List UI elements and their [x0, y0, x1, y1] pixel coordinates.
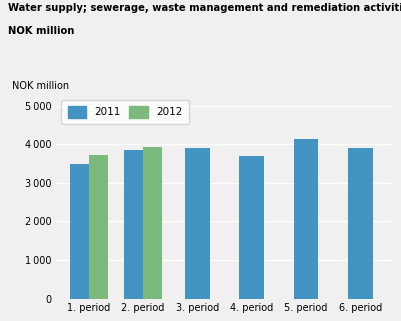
Bar	[185, 148, 210, 299]
Legend: 2011, 2012: 2011, 2012	[61, 100, 189, 124]
Bar	[239, 156, 264, 299]
Bar	[89, 155, 108, 299]
Bar	[348, 148, 373, 299]
Bar	[294, 139, 318, 299]
Bar	[143, 147, 162, 299]
Text: NOK million: NOK million	[12, 81, 69, 91]
Text: Water supply; sewerage, waste management and remediation activities.: Water supply; sewerage, waste management…	[8, 3, 401, 13]
Bar	[124, 150, 143, 299]
Text: NOK million: NOK million	[8, 26, 75, 36]
Bar	[70, 164, 89, 299]
